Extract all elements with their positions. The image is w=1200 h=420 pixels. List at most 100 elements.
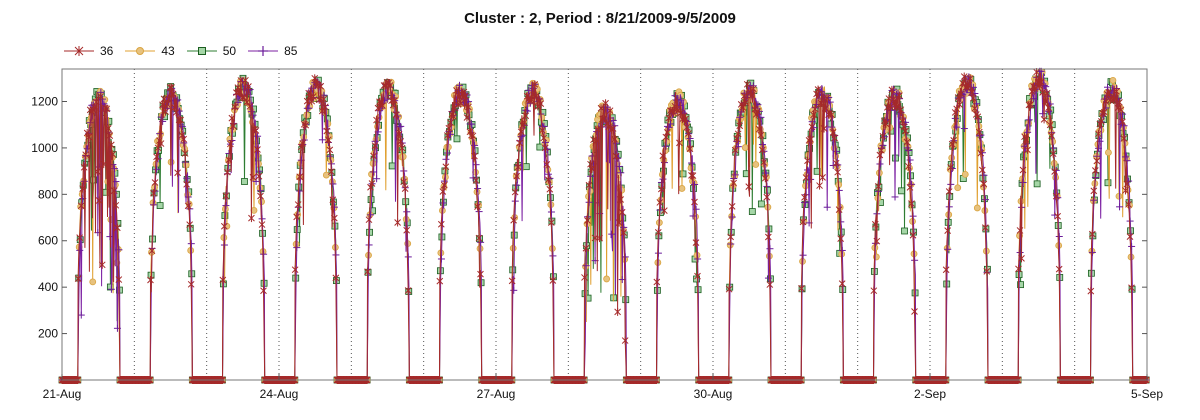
y-tick-label-1000: 1000 <box>31 141 58 155</box>
point-50-1272 <box>1017 281 1024 289</box>
legend-item-43: 43 <box>125 44 175 58</box>
point-36-30 <box>80 163 88 172</box>
point-85-651 <box>549 252 557 260</box>
point-36-252 <box>248 214 255 223</box>
point-36-556 <box>477 270 484 279</box>
point-36-510 <box>442 162 450 171</box>
point-43-1215 <box>973 204 981 212</box>
point-36-940 <box>766 280 774 289</box>
point-85-1403 <box>1116 203 1124 211</box>
point-85-363 <box>332 251 340 259</box>
point-36-458 <box>403 226 411 235</box>
point-36-1374 <box>1093 156 1101 165</box>
x-tick-label-2-Sep: 2-Sep <box>914 387 946 401</box>
point-36-698 <box>584 216 591 225</box>
point-36-264 <box>257 192 264 201</box>
point-36-124 <box>151 178 159 187</box>
point-36-1178 <box>945 187 953 196</box>
point-36-268 <box>260 286 267 295</box>
point-85-171 <box>187 240 195 248</box>
point-36-506 <box>439 187 447 196</box>
point-36-1174 <box>942 265 950 274</box>
point-36-1372 <box>1091 166 1099 175</box>
point-85-1031 <box>835 186 843 194</box>
point-36-262 <box>255 172 263 181</box>
legend-swatch-85 <box>248 46 279 56</box>
point-36-456 <box>401 184 409 193</box>
point-85-1125 <box>906 156 914 164</box>
legend-label-36: 36 <box>100 44 114 58</box>
series-36 <box>58 68 1150 384</box>
point-36-504 <box>437 220 445 229</box>
point-36-648 <box>546 185 554 194</box>
point-36-1034 <box>837 234 845 243</box>
point-36-220 <box>223 168 231 177</box>
point-36-310 <box>291 265 299 274</box>
legend-label-85: 85 <box>284 44 298 58</box>
point-85-983 <box>799 251 807 259</box>
series-layer <box>58 67 1150 384</box>
legend: 36 43 50 85 <box>64 43 309 59</box>
point-36-792 <box>654 228 662 237</box>
point-36-652 <box>549 276 557 285</box>
point-43-1389 <box>1105 149 1112 156</box>
legend-label-43: 43 <box>161 44 175 58</box>
legend-swatch-50 <box>186 47 217 55</box>
point-85-599 <box>510 286 518 294</box>
x-tick-label-27-Aug: 27-Aug <box>477 387 516 401</box>
point-85-649 <box>547 208 555 216</box>
point-85-1417 <box>1126 217 1134 225</box>
y-tick-label-800: 800 <box>38 187 58 201</box>
y-tick-label-400: 400 <box>38 280 58 294</box>
point-50-42 <box>90 176 98 184</box>
x-tick-label-21-Aug: 21-Aug <box>43 387 82 401</box>
point-43-1199 <box>961 170 969 178</box>
point-85-791 <box>654 249 662 257</box>
point-85-1301 <box>1039 110 1047 118</box>
point-50-928 <box>757 200 765 208</box>
point-36-1132 <box>911 307 918 316</box>
chart-title: Cluster : 2, Period : 8/21/2009-9/5/2009 <box>464 10 736 27</box>
y-tick-label-600: 600 <box>38 234 58 248</box>
point-43-41 <box>89 278 97 286</box>
point-43-1403 <box>1115 192 1123 200</box>
point-36-166 <box>183 180 190 189</box>
point-36-1304 <box>1040 115 1048 124</box>
point-50-1388 <box>1104 179 1112 187</box>
point-85-407 <box>365 241 373 249</box>
point-50-524 <box>453 135 461 143</box>
point-36-170 <box>186 220 194 229</box>
legend-item-36: 36 <box>64 44 113 58</box>
point-50-634 <box>536 143 544 151</box>
point-85-1197 <box>960 125 968 133</box>
point-36-1078 <box>870 286 878 295</box>
point-50-1118 <box>901 227 908 235</box>
point-36-1006 <box>816 181 823 190</box>
point-43-921 <box>752 161 760 168</box>
legend-swatch-43 <box>125 47 156 55</box>
point-85-457 <box>403 208 411 216</box>
point-36-172 <box>187 280 195 289</box>
point-50-1294 <box>1033 180 1041 188</box>
point-85-601 <box>511 197 519 205</box>
point-36-1010 <box>819 173 826 182</box>
point-36-1324 <box>1055 265 1063 274</box>
x-tick-label-5-Sep: 5-Sep <box>1131 387 1163 401</box>
point-36-352 <box>323 127 331 136</box>
point-36-936 <box>763 193 771 202</box>
y-tick-label-200: 200 <box>38 327 58 341</box>
point-36-446 <box>394 218 401 227</box>
point-85-345 <box>318 136 326 144</box>
point-36-266 <box>258 220 266 229</box>
x-tick-label-30-Aug: 30-Aug <box>694 387 733 401</box>
point-85-1085 <box>876 160 884 168</box>
point-36-1222 <box>978 166 986 175</box>
point-85-1105 <box>891 193 899 201</box>
point-50-130 <box>156 202 164 209</box>
point-43-907 <box>741 144 749 151</box>
point-50-1114 <box>898 187 905 195</box>
point-43-823 <box>678 185 686 192</box>
point-85-1419 <box>1128 242 1136 250</box>
point-36-888 <box>727 232 735 241</box>
